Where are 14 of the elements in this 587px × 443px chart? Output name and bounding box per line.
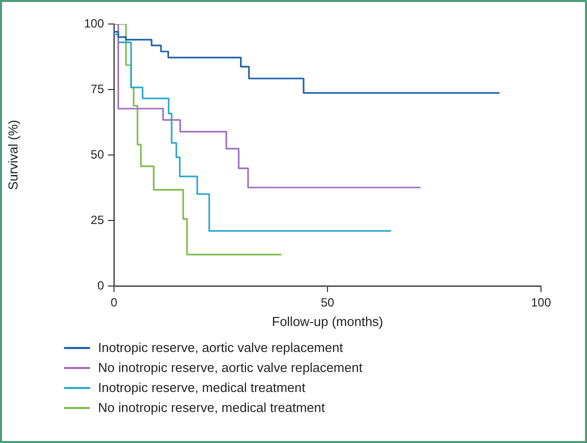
legend-label: Inotropic reserve, medical treatment — [98, 379, 306, 397]
x-tick-label: 50 — [320, 296, 334, 310]
x-tick-label: 100 — [530, 296, 552, 310]
y-axis-title: Survival (%) — [5, 120, 20, 190]
legend-label: No inotropic reserve, aortic valve replacement — [98, 359, 362, 377]
y-tick-label: 50 — [90, 147, 104, 162]
y-tick-label: 75 — [90, 82, 104, 96]
legend-label: No inotropic reserve, medical treatment — [98, 399, 325, 417]
y-tick-label: 0 — [97, 278, 104, 292]
x-axis-title: Follow-up (months) — [272, 314, 384, 329]
x-tick-label: 0 — [110, 296, 118, 310]
y-tick-label: 100 — [84, 16, 104, 30]
legend-label: Inotropic reserve, aortic valve replacement — [98, 339, 343, 357]
y-tick-label: 25 — [90, 212, 104, 227]
